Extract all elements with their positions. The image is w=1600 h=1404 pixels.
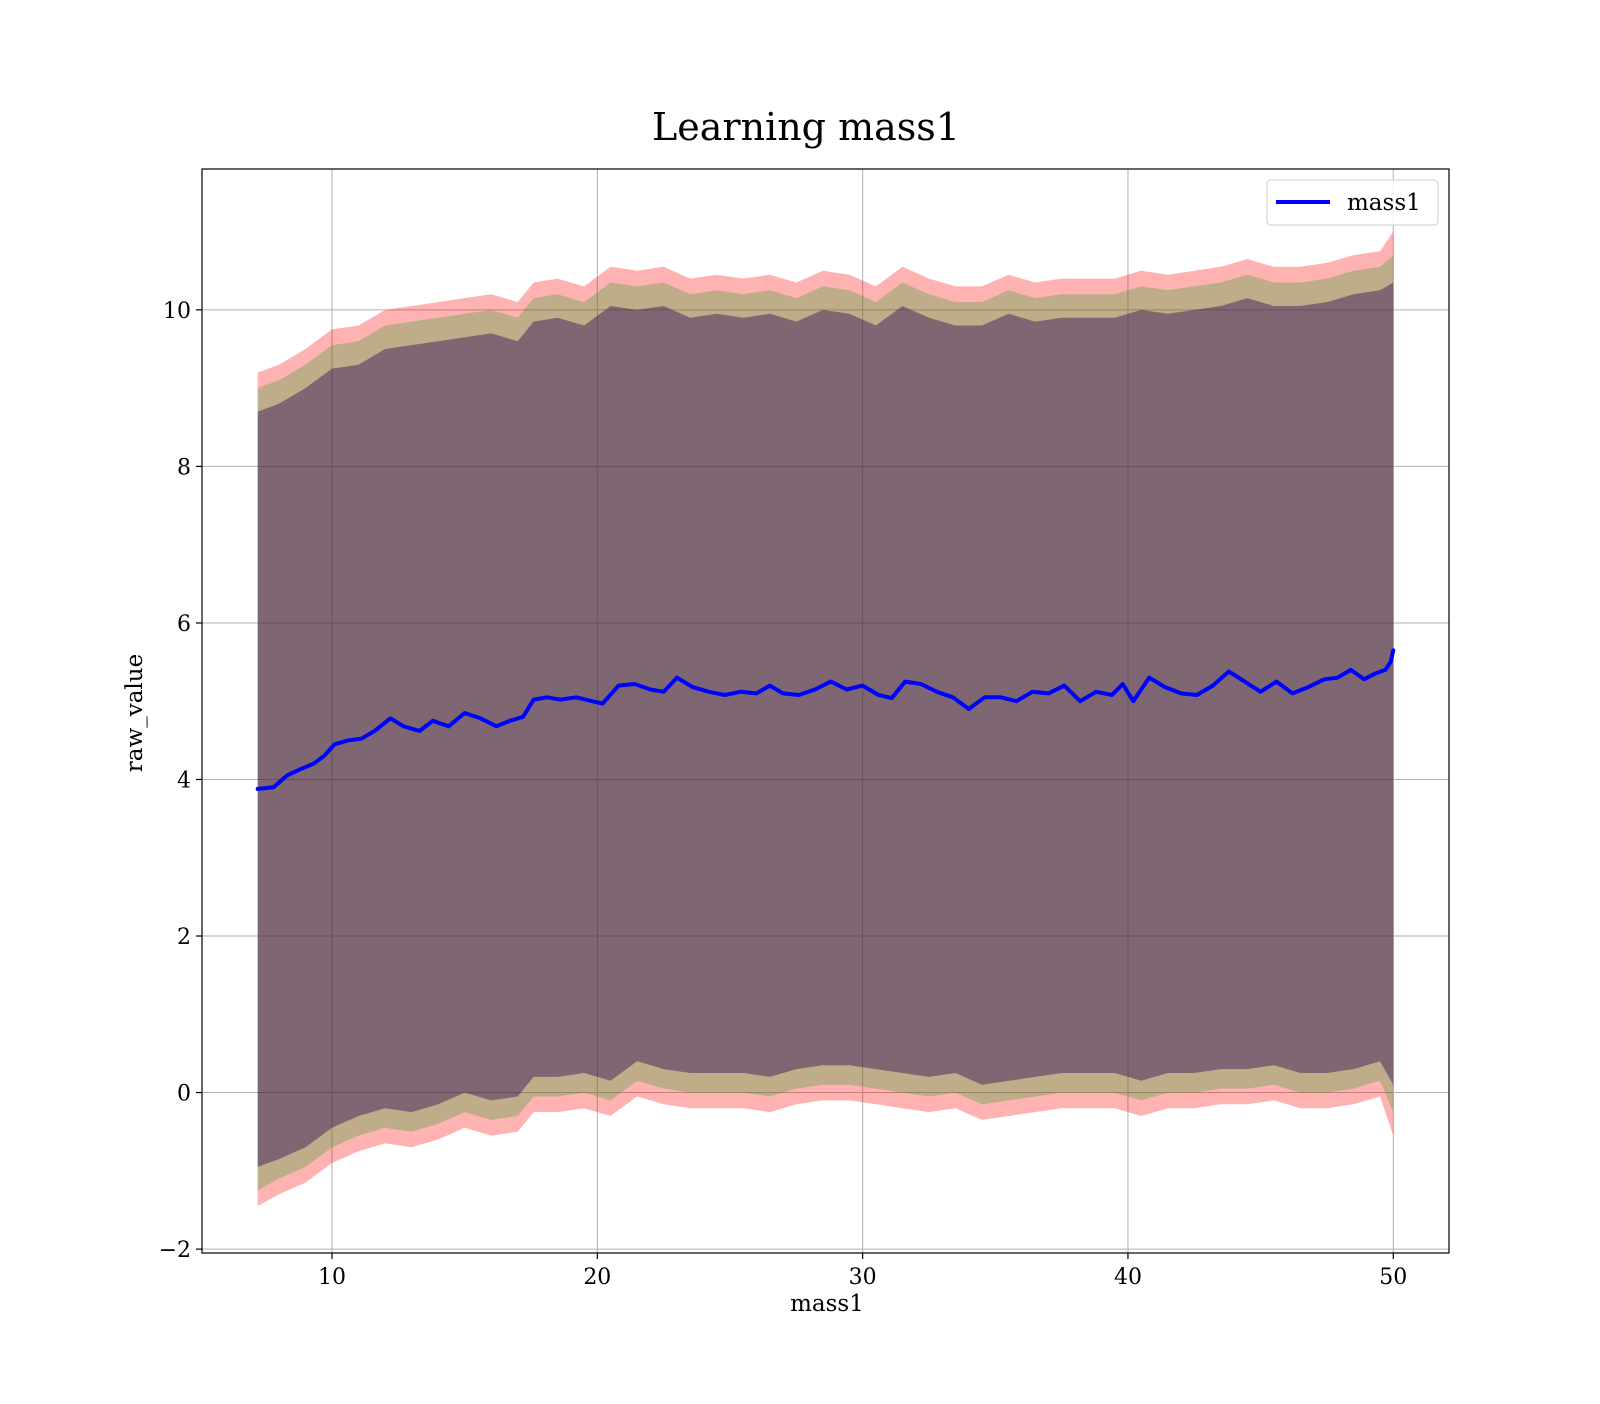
uncertainty-band-2 [257,282,1394,1167]
chart-title: Learning mass1 [652,105,960,149]
uncertainty-band-1 [257,255,1394,1191]
y-tick-label: 6 [177,612,191,637]
legend-label-mass1: mass1 [1347,190,1421,216]
x-tick-label: 30 [849,1265,877,1290]
series-line-mass1 [255,648,1396,791]
band-layer [257,231,1394,1207]
x-tick-label: 40 [1114,1265,1142,1290]
uncertainty-band-0 [257,231,1394,1207]
y-axis-label: raw_value [122,654,148,772]
legend: mass1 [1266,179,1439,226]
y-tick-label: 8 [177,455,191,480]
plot-frame [201,168,1450,1254]
y-tick-label: 4 [177,768,191,793]
y-tick-label: −2 [159,1238,191,1263]
y-tick-label: 10 [163,299,191,324]
x-tick-label: 20 [583,1265,611,1290]
grid-layer [202,169,1449,1253]
x-axis-label: mass1 [790,1291,864,1317]
legend-box [1266,179,1439,226]
x-tick-label: 50 [1379,1265,1407,1290]
x-tick-label: 10 [318,1265,346,1290]
y-tick-label: 2 [177,925,191,950]
tick-layer: 10 20 30 40 50 −2 0 2 4 6 8 10 [159,299,1408,1290]
y-tick-label: 0 [177,1082,191,1107]
line-layer [255,648,1396,791]
